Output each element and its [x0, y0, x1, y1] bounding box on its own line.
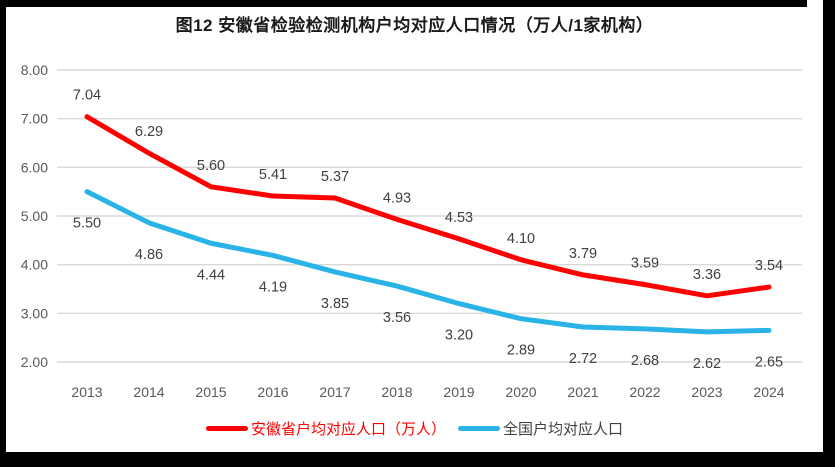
data-label-1-2022: 2.68 [631, 353, 659, 369]
data-label-0-2013: 7.04 [73, 88, 101, 104]
x-tick-label: 2014 [133, 384, 164, 400]
data-label-1-2019: 3.20 [445, 328, 473, 344]
data-label-1-2024: 2.65 [755, 354, 783, 370]
x-tick-label: 2021 [567, 384, 598, 400]
frame-top-border [0, 0, 807, 7]
data-label-0-2018: 4.93 [383, 190, 411, 206]
frame-bottom-border [0, 452, 835, 467]
data-label-0-2024: 3.54 [755, 258, 783, 274]
x-tick-label: 2024 [753, 384, 784, 400]
legend-label-national: 全国户均对应人口 [503, 420, 624, 438]
chart-title: 图12 安徽省检验检测机构户均对应人口情况（万人/1家机构） [175, 16, 654, 35]
data-label-0-2023: 3.36 [693, 267, 721, 283]
series-line-0 [84, 114, 772, 299]
x-tick-label: 2020 [505, 384, 536, 400]
y-tick-label: 3.00 [21, 305, 48, 321]
frame-right-border [823, 0, 835, 467]
legend-item-national: 全国户均对应人口 [458, 418, 623, 439]
x-tick-label: 2015 [195, 384, 226, 400]
x-tick-label: 2017 [319, 384, 350, 400]
data-label-1-2023: 2.62 [693, 356, 721, 372]
legend-item-anhui: 安徽省户均对应人口（万人） [205, 418, 446, 439]
y-tick-label: 7.00 [21, 111, 48, 127]
data-label-1-2021: 2.72 [569, 351, 597, 367]
data-label-1-2013: 5.50 [73, 216, 101, 232]
x-tick-label: 2023 [691, 384, 722, 400]
y-tick-label: 5.00 [21, 208, 48, 224]
frame-left-border [0, 0, 6, 467]
x-tick-label: 2013 [71, 384, 102, 400]
data-label-0-2021: 3.79 [569, 246, 597, 262]
data-label-0-2017: 5.37 [321, 169, 349, 185]
x-tick-label: 2016 [257, 384, 288, 400]
x-tick-label: 2019 [443, 384, 474, 400]
data-label-1-2015: 4.44 [197, 267, 225, 283]
data-label-0-2014: 6.29 [135, 124, 163, 140]
data-label-0-2022: 3.59 [631, 256, 659, 272]
data-label-0-2015: 5.60 [197, 158, 225, 174]
data-label-1-2018: 3.56 [383, 310, 411, 326]
data-label-0-2020: 4.10 [507, 231, 535, 247]
y-tick-label: 4.00 [21, 257, 48, 273]
data-label-1-2016: 4.19 [259, 279, 287, 295]
legend: 安徽省户均对应人口（万人） 全国户均对应人口 [6, 416, 823, 440]
legend-swatch-anhui [205, 425, 248, 431]
x-tick-label: 2022 [629, 384, 660, 400]
data-label-1-2020: 2.89 [507, 343, 535, 359]
y-tick-label: 8.00 [21, 62, 48, 78]
data-label-1-2014: 4.86 [135, 247, 163, 263]
legend-label-anhui: 安徽省户均对应人口（万人） [250, 420, 446, 438]
y-tick-label: 6.00 [21, 159, 48, 175]
legend-swatch-national [458, 425, 500, 431]
y-tick-label: 2.00 [21, 354, 48, 370]
data-label-1-2017: 3.85 [321, 296, 349, 312]
data-label-0-2019: 4.53 [445, 210, 473, 226]
x-tick-label: 2018 [381, 384, 412, 400]
data-label-0-2016: 5.41 [259, 167, 287, 183]
series-line-1 [84, 189, 772, 335]
